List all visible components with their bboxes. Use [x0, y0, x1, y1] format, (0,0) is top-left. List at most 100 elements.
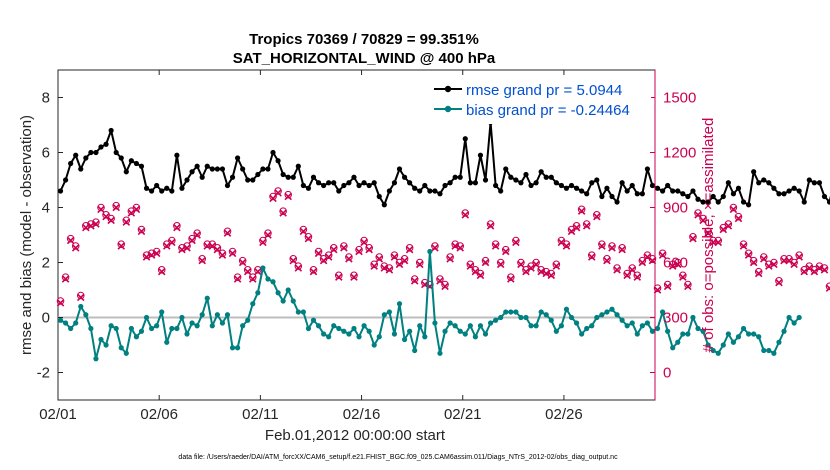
bias-data-point	[649, 328, 656, 334]
assimilated-obs-point	[598, 242, 606, 250]
possible-obs-point	[380, 262, 389, 270]
possible-obs-point	[400, 255, 409, 263]
assimilated-obs-point	[754, 269, 763, 278]
bias-data-point	[184, 331, 190, 337]
assimilated-obs-point	[431, 244, 439, 252]
assimilated-obs-point	[107, 216, 115, 225]
possible-obs-point	[168, 236, 176, 245]
possible-obs-point	[613, 264, 621, 272]
bias-data-point	[219, 320, 226, 326]
bias-data-point	[356, 334, 362, 340]
bias-data-point	[766, 347, 772, 354]
rmse-data-point	[275, 158, 281, 164]
rmse-data-point	[407, 180, 413, 186]
legend-rmse-label: rmse grand pr = 5.0944	[466, 82, 622, 99]
rmse-data-point	[371, 180, 377, 186]
rmse-data-point	[457, 174, 463, 180]
assimilated-obs-point	[238, 258, 247, 267]
possible-obs-point	[410, 275, 419, 283]
assimilated-obs-point	[790, 260, 798, 269]
assimilated-obs-point	[582, 222, 591, 230]
assimilated-obs-point	[309, 267, 318, 276]
bias-data-point	[204, 295, 210, 301]
possible-obs-point	[668, 260, 677, 269]
bias-data-point	[229, 345, 236, 351]
possible-obs-point	[157, 266, 166, 274]
possible-obs-point	[679, 271, 687, 280]
possible-obs-point	[795, 251, 803, 259]
rmse-data-point	[442, 182, 448, 189]
bias-data-point	[371, 342, 377, 348]
rmse-data-point	[401, 174, 408, 180]
possible-obs-point	[673, 258, 682, 267]
bias-data-point	[796, 314, 802, 321]
bias-data-point	[624, 323, 630, 329]
assimilated-obs-point	[168, 238, 176, 247]
rmse-data-point	[654, 185, 661, 191]
possible-obs-point	[304, 233, 313, 241]
bias-series	[57, 248, 802, 362]
rmse-data-point	[78, 166, 84, 172]
bias-data-point	[169, 325, 175, 332]
possible-obs-point	[466, 260, 475, 269]
bias-data-point	[634, 331, 640, 337]
possible-obs-point	[117, 240, 126, 248]
bias-data-point	[143, 314, 150, 321]
bias-data-point	[675, 339, 681, 345]
possible-obs-point	[603, 255, 611, 263]
assimilated-obs-point	[765, 262, 773, 270]
rmse-data-point	[614, 199, 620, 205]
bias-data-point	[548, 317, 554, 323]
possible-obs-point	[355, 245, 363, 254]
assimilated-obs-point	[628, 266, 636, 274]
bias-data-point	[594, 314, 600, 321]
possible-obs-point	[724, 220, 733, 228]
bias-data-point	[62, 320, 69, 326]
rmse-data-point	[133, 160, 140, 167]
bias-data-point	[619, 317, 625, 323]
bias-data-point	[391, 331, 398, 337]
possible-obs-point	[188, 234, 196, 243]
assimilated-obs-point	[567, 227, 576, 236]
assimilated-obs-point	[542, 269, 550, 278]
possible-obs-point	[92, 218, 100, 226]
possible-obs-point	[66, 234, 75, 243]
assimilated-obs-point	[587, 253, 596, 261]
assimilated-obs-point	[82, 223, 90, 232]
plot-area	[57, 69, 656, 401]
possible-obs-point	[486, 220, 495, 228]
assimilated-obs-point	[405, 245, 414, 254]
possible-obs-point	[759, 253, 768, 261]
possible-obs-point	[441, 280, 449, 289]
rmse-data-point	[599, 193, 605, 200]
rmse-data-point	[73, 152, 79, 158]
bias-data-point	[487, 320, 494, 326]
possible-obs-point	[142, 251, 151, 259]
possible-obs-point	[279, 207, 287, 215]
assimilated-obs-point	[314, 249, 323, 258]
rmse-data-point	[427, 188, 433, 194]
possible-obs-point	[694, 209, 702, 217]
bias-data-point	[680, 331, 686, 337]
bias-data-point	[761, 347, 767, 354]
assimilated-obs-point	[249, 275, 257, 283]
rmse-data-point	[326, 180, 332, 186]
possible-obs-point	[82, 222, 90, 230]
assimilated-obs-point	[729, 205, 738, 214]
bias-data-point	[791, 320, 797, 326]
bias-data-point	[720, 342, 726, 348]
bias-data-point	[503, 309, 509, 315]
assimilated-obs-point	[360, 238, 368, 247]
bias-data-point	[695, 325, 701, 332]
bias-data-point	[159, 309, 165, 315]
rmse-data-point	[685, 193, 691, 200]
bias-data-point	[407, 328, 413, 334]
possible-obs-point	[481, 256, 490, 265]
assimilated-obs-point	[147, 251, 156, 259]
possible-obs-point	[87, 220, 95, 228]
rmse-data-point	[154, 182, 160, 189]
y2-tick-label: 1500	[663, 90, 696, 107]
bias-data-point	[472, 334, 478, 340]
rmse-data-point	[62, 177, 69, 183]
rmse-data-point	[103, 141, 109, 147]
